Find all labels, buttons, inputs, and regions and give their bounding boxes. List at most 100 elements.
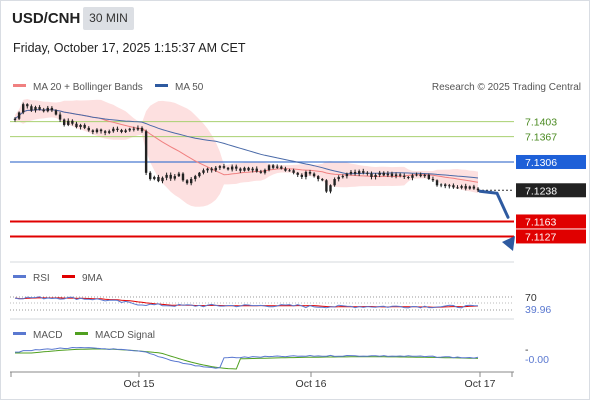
candle-body bbox=[394, 174, 398, 177]
candle-body bbox=[173, 176, 176, 179]
candle-body bbox=[456, 187, 459, 189]
candle-body bbox=[67, 120, 70, 125]
macd-signal-legend-label: MACD Signal bbox=[95, 330, 155, 341]
candle-body bbox=[464, 186, 467, 189]
macd-lines bbox=[15, 346, 479, 370]
candle-body bbox=[312, 173, 316, 177]
rsi-level-label: 70 bbox=[525, 292, 537, 304]
support-1-label-bg bbox=[516, 214, 586, 229]
candle-body bbox=[304, 171, 308, 177]
candle-body bbox=[95, 129, 99, 133]
level-labels: 7.1403 7.1367 7.1306 7.1238 7.1163 7.1127 bbox=[516, 117, 586, 244]
candle-body bbox=[30, 106, 33, 111]
candle-body bbox=[370, 173, 373, 177]
candle-body bbox=[476, 188, 480, 191]
candle-body bbox=[247, 167, 250, 171]
ma20-legend-swatch bbox=[13, 84, 26, 87]
candle-body bbox=[42, 109, 45, 112]
candle-body bbox=[165, 174, 168, 178]
bollinger-band-area bbox=[15, 99, 478, 207]
x-tick-label: Oct 15 bbox=[124, 378, 155, 390]
candle-body bbox=[398, 174, 402, 176]
candle-body bbox=[198, 172, 201, 177]
rsi-ma-legend-swatch bbox=[62, 275, 75, 278]
candle-body bbox=[87, 127, 90, 131]
candle-body bbox=[218, 166, 222, 168]
candle-body bbox=[435, 180, 439, 186]
symbol-title: USD/CNH bbox=[12, 10, 81, 27]
candle-body bbox=[132, 128, 136, 130]
ma50-legend-swatch bbox=[155, 84, 168, 87]
last-price-label-bg bbox=[516, 183, 586, 198]
candle-body bbox=[83, 124, 86, 128]
candle-body bbox=[357, 171, 361, 174]
candle-body bbox=[431, 179, 435, 181]
candle-body bbox=[353, 171, 357, 174]
ma20-legend-label: MA 20 + Bollinger Bands bbox=[33, 82, 143, 93]
candle-body bbox=[292, 170, 295, 173]
ma50-legend-label: MA 50 bbox=[175, 82, 204, 93]
candle-body bbox=[62, 119, 66, 125]
candle-body bbox=[403, 175, 406, 177]
candle-body bbox=[419, 174, 422, 177]
candle-body bbox=[267, 165, 271, 170]
candle-body bbox=[17, 112, 21, 119]
candle-body bbox=[337, 176, 340, 180]
candle-body bbox=[321, 179, 324, 181]
macd-signal-legend-swatch bbox=[75, 332, 88, 335]
candle-body bbox=[124, 130, 127, 133]
candle-body bbox=[58, 114, 62, 120]
candle-body bbox=[161, 177, 164, 182]
candle-body bbox=[235, 166, 238, 169]
candle-body bbox=[325, 180, 328, 192]
x-tick-label: Oct 16 bbox=[296, 378, 327, 390]
candle-body bbox=[169, 174, 172, 179]
candle-body bbox=[288, 170, 291, 172]
candle-body bbox=[460, 186, 463, 188]
x-axis-ticks: Oct 15 Oct 16 Oct 17 bbox=[10, 372, 513, 390]
resistance-2-label: 7.1403 bbox=[525, 117, 557, 129]
candle-body bbox=[91, 130, 95, 133]
candle-body bbox=[374, 174, 377, 177]
candle-body bbox=[26, 104, 29, 107]
candle-body bbox=[128, 128, 131, 131]
candle-body bbox=[308, 171, 312, 174]
forecast-arrow bbox=[478, 189, 515, 251]
candle-body bbox=[54, 110, 58, 115]
rsi-line bbox=[14, 296, 479, 309]
candle-body bbox=[276, 166, 279, 168]
ma50-line bbox=[14, 109, 479, 179]
candle-body bbox=[407, 176, 410, 178]
candle-body bbox=[226, 167, 230, 170]
candle-body bbox=[263, 169, 267, 173]
candle-body bbox=[423, 174, 426, 177]
rsi-legend-label: RSI bbox=[33, 273, 50, 284]
bollinger-bands bbox=[15, 99, 478, 207]
candle-body bbox=[390, 173, 394, 177]
candle-body bbox=[34, 107, 37, 111]
candle-body bbox=[300, 174, 304, 177]
candle-body bbox=[112, 128, 115, 132]
last-price-label: 7.1238 bbox=[525, 185, 557, 197]
candle-body bbox=[120, 129, 123, 133]
rsi-ma-legend-label: 9MA bbox=[82, 273, 103, 284]
rsi-lines bbox=[14, 296, 479, 309]
candle-body bbox=[317, 176, 320, 180]
candle-body bbox=[284, 168, 287, 171]
candle-body bbox=[251, 168, 254, 171]
candle-body bbox=[222, 166, 226, 168]
support-2-label-bg bbox=[516, 229, 586, 244]
candle-body bbox=[472, 186, 476, 189]
timeframe-badge[interactable]: 30 MIN bbox=[83, 7, 134, 30]
candle-body bbox=[239, 168, 242, 171]
candle-body bbox=[79, 124, 82, 128]
candle-body bbox=[329, 185, 332, 192]
candle-body bbox=[362, 171, 365, 173]
candle-body bbox=[452, 185, 455, 188]
rsi-legend-swatch bbox=[13, 275, 26, 278]
rsi-value-label: 39.96 bbox=[525, 304, 551, 316]
candle-body bbox=[280, 166, 283, 169]
candle-body bbox=[210, 168, 213, 171]
candle-body bbox=[194, 176, 197, 180]
candle-body bbox=[271, 165, 275, 168]
